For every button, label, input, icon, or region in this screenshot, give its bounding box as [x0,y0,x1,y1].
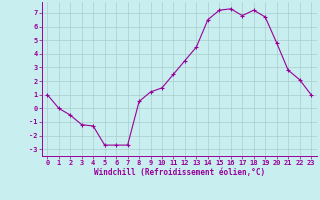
X-axis label: Windchill (Refroidissement éolien,°C): Windchill (Refroidissement éolien,°C) [94,168,265,177]
